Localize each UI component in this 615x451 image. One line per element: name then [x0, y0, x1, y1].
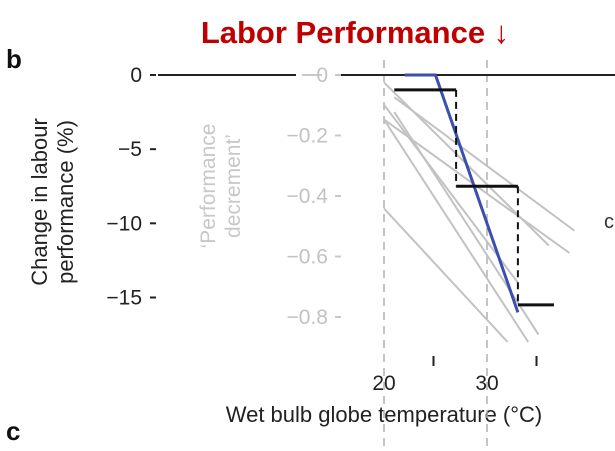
tick-labels: 0 −5 −10 −15 0 −0.2 −0.4 −0.6 −0.8 20 30 — [106, 64, 538, 395]
y2-axis-label-line-2: decrement’ — [222, 134, 245, 238]
x-tick-label: 20 — [372, 372, 395, 395]
study-series-line — [393, 111, 540, 336]
y-axis-label-line-1: Change in labour — [27, 118, 52, 286]
study-series-line — [393, 96, 576, 232]
y-tick-label: −5 — [118, 138, 142, 161]
x-tick-label: 30 — [475, 372, 498, 395]
y-axis-label-line-2: performance (%) — [53, 120, 78, 284]
y-tick-label: −15 — [106, 287, 142, 310]
study-series-line — [383, 207, 509, 343]
y2-tick-label: −0.2 — [287, 125, 328, 148]
chart-title: Labor Performance ↓ — [201, 15, 509, 50]
y2-tick-label: −0.4 — [287, 185, 329, 208]
y2-tick-label: 0 — [316, 64, 328, 87]
study-series-line — [383, 118, 530, 343]
series-lines — [383, 73, 576, 343]
study-series-line — [383, 104, 519, 284]
y-tick-label: 0 — [130, 64, 142, 87]
panel-label-c: c — [6, 416, 20, 446]
y-tick-label: −10 — [106, 212, 142, 235]
y2-axis-label-line-1: ‘Performance — [197, 124, 220, 249]
y2-tick-label: −0.6 — [287, 246, 328, 269]
highlight-series-line — [404, 73, 520, 313]
y2-tick-label: −0.8 — [287, 306, 328, 329]
panel-label-b: b — [6, 44, 22, 74]
cropped-text-fragment: c — [604, 211, 614, 233]
guide-lines — [383, 60, 488, 451]
